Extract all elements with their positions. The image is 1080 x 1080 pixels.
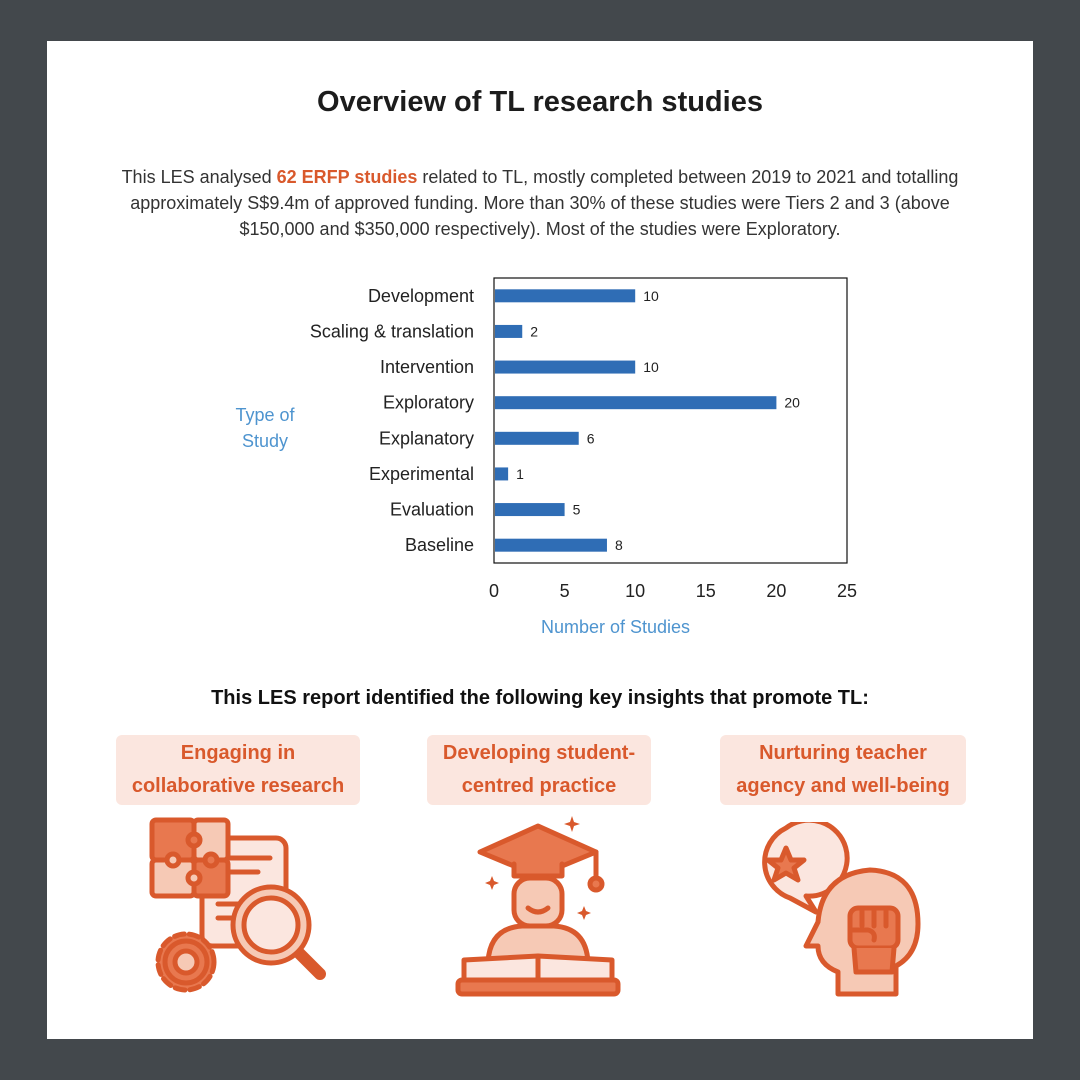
graduate-student-book-icon bbox=[455, 816, 621, 997]
data-label: 10 bbox=[643, 288, 659, 304]
category-label: Intervention bbox=[380, 357, 474, 377]
category-label: Evaluation bbox=[390, 500, 474, 520]
bar bbox=[495, 431, 579, 445]
bar bbox=[495, 324, 523, 338]
intro-paragraph: This LES analysed 62 ERFP studies relate… bbox=[100, 164, 980, 242]
x-tick-label: 15 bbox=[696, 581, 716, 601]
data-label: 6 bbox=[587, 430, 595, 446]
intro-text-start: This LES analysed bbox=[121, 167, 277, 187]
x-tick-label: 20 bbox=[766, 581, 786, 601]
data-label: 8 bbox=[615, 537, 623, 553]
category-label: Development bbox=[368, 286, 474, 306]
bar bbox=[495, 467, 509, 481]
x-axis-label: Number of Studies bbox=[541, 617, 690, 637]
insights-heading: This LES report identified the following… bbox=[211, 687, 869, 709]
insight-label-text: Nurturing teacher agency and well-being bbox=[720, 735, 966, 805]
insight-label-line2: agency and well-being bbox=[728, 770, 958, 803]
data-label: 20 bbox=[784, 395, 800, 411]
x-tick-label: 25 bbox=[837, 581, 857, 601]
category-label: Explanatory bbox=[379, 428, 474, 448]
bar bbox=[495, 289, 636, 303]
plot-frame bbox=[493, 277, 848, 564]
x-tick-label: 5 bbox=[560, 581, 570, 601]
insight-label-student-centred-practice: Developing student-centred practice bbox=[400, 735, 678, 805]
category-label: Baseline bbox=[405, 535, 474, 555]
y-axis-label-line1: Type of bbox=[235, 405, 295, 425]
head-fist-star-icon bbox=[762, 822, 921, 997]
bar bbox=[495, 360, 636, 374]
bar bbox=[495, 503, 565, 517]
bar bbox=[495, 396, 777, 410]
y-axis-label-line2: Study bbox=[242, 431, 288, 451]
category-label: Scaling & translation bbox=[310, 321, 474, 341]
bar bbox=[495, 538, 607, 552]
insight-label-line1: Developing student- bbox=[434, 737, 644, 770]
data-label: 5 bbox=[573, 502, 581, 518]
research-puzzle-magnifier-gear-icon bbox=[149, 817, 326, 993]
data-label: 2 bbox=[530, 323, 538, 339]
intro-highlight: 62 ERFP studies bbox=[276, 167, 418, 187]
category-label: Exploratory bbox=[383, 393, 474, 413]
page-title: Overview of TL research studies bbox=[317, 86, 763, 118]
data-label: 1 bbox=[516, 466, 524, 482]
x-tick-label: 10 bbox=[625, 581, 645, 601]
insight-label-line2: collaborative research bbox=[123, 770, 353, 803]
insight-label-line1: Nurturing teacher bbox=[751, 737, 935, 770]
insight-label-line1: Engaging in bbox=[172, 737, 304, 770]
data-label: 10 bbox=[643, 359, 659, 375]
insight-label-text: Engaging in collaborative research bbox=[115, 735, 361, 805]
intro-text-end: related to TL, mostly completed between … bbox=[130, 167, 959, 239]
insight-label-line2: centred practice bbox=[453, 770, 625, 803]
insight-label-text: Developing student-centred practice bbox=[426, 735, 652, 805]
x-tick-label: 0 bbox=[489, 581, 499, 601]
insight-label-collaborative-research: Engaging in collaborative research bbox=[100, 735, 376, 805]
category-label: Experimental bbox=[369, 464, 474, 484]
insight-label-teacher-agency: Nurturing teacher agency and well-being bbox=[705, 735, 981, 805]
